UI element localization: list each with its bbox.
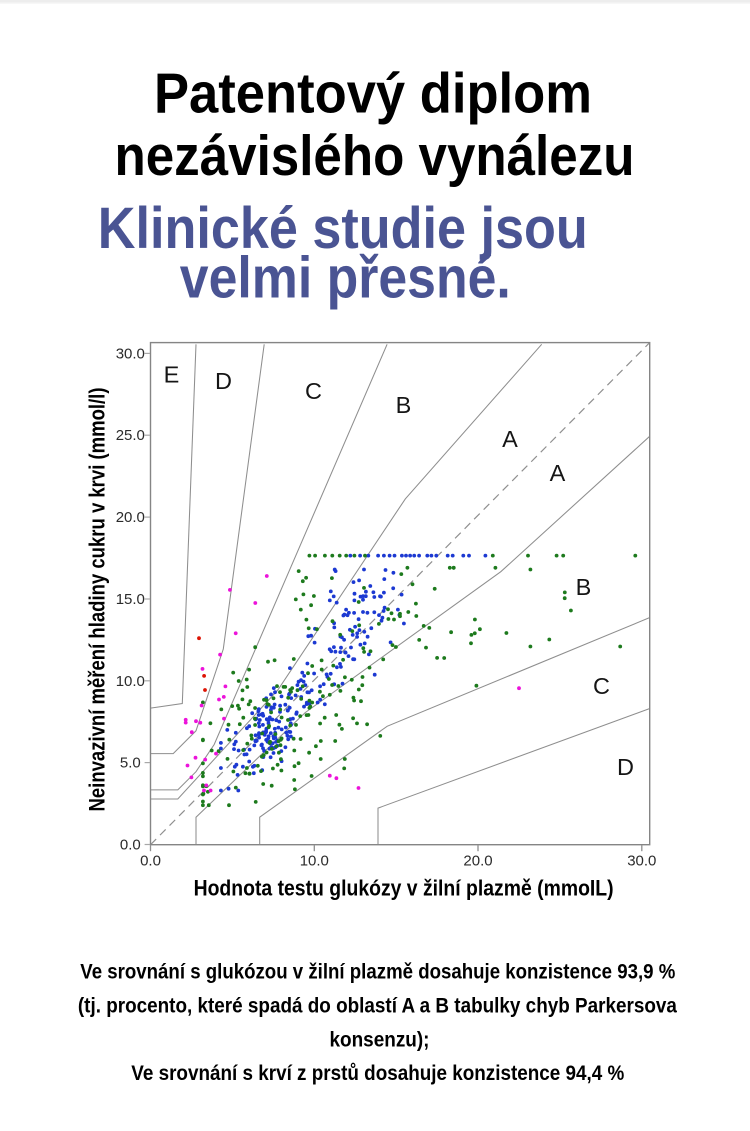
svg-text:Patentový diplom: Patentový diplom (154, 62, 592, 126)
svg-text:(tj. procento, které spadá do: (tj. procento, které spadá do oblastí A … (78, 995, 677, 1018)
svg-text:0.0: 0.0 (120, 837, 141, 854)
svg-text:B: B (396, 392, 412, 418)
svg-text:B: B (576, 574, 592, 600)
svg-text:0.0: 0.0 (140, 853, 161, 870)
svg-text:Ve srovnání s glukózou v žilní: Ve srovnání s glukózou v žilní plazmě do… (80, 961, 675, 984)
svg-text:20.0: 20.0 (463, 853, 492, 870)
svg-text:10.0: 10.0 (300, 853, 329, 870)
svg-text:Hodnota testu glukózy v žilní: Hodnota testu glukózy v žilní plazmě (mm… (194, 876, 614, 901)
svg-text:C: C (305, 378, 322, 404)
svg-text:konsenzu);: konsenzu); (330, 1029, 430, 1052)
svg-text:15.0: 15.0 (116, 591, 145, 608)
svg-text:velmi přesné.: velmi přesné. (180, 246, 511, 311)
svg-text:20.0: 20.0 (116, 509, 145, 526)
svg-text:nezávislého vynálezu: nezávislého vynálezu (115, 124, 635, 188)
svg-text:Neinvazivní měření hladiny cuk: Neinvazivní měření hladiny cukru v krvi … (85, 388, 110, 812)
svg-text:A: A (502, 426, 518, 452)
svg-text:E: E (164, 362, 180, 388)
svg-text:D: D (215, 368, 232, 394)
svg-text:Ve srovnání s krví z prstů dos: Ve srovnání s krví z prstů dosahuje konz… (131, 1062, 624, 1085)
svg-text:5.0: 5.0 (120, 755, 141, 772)
svg-text:25.0: 25.0 (116, 427, 145, 444)
svg-text:Klinické studie jsou: Klinické studie jsou (98, 196, 588, 261)
svg-text:30.0: 30.0 (627, 853, 656, 870)
svg-text:D: D (617, 754, 634, 780)
svg-text:A: A (550, 460, 566, 486)
svg-text:C: C (593, 673, 610, 699)
svg-text:30.0: 30.0 (116, 345, 145, 362)
svg-text:10.0: 10.0 (116, 673, 145, 690)
